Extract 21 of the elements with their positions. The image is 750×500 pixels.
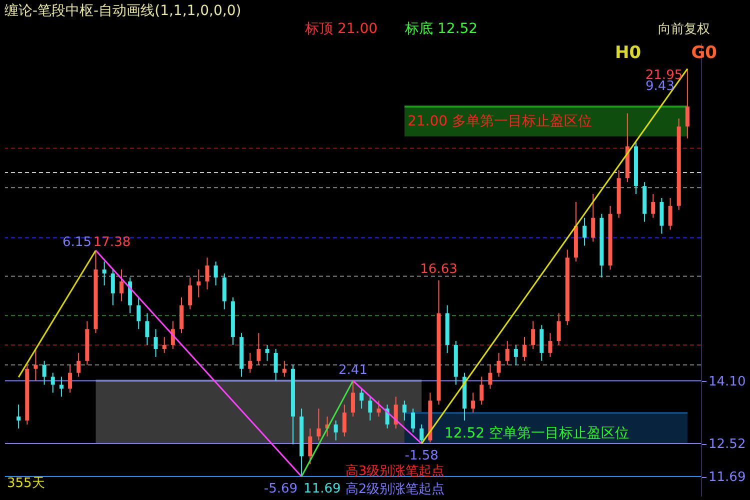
annotation: -1.58 <box>404 448 438 464</box>
annotation: 2.41 <box>338 362 368 378</box>
text: 向前复权 <box>658 22 710 37</box>
text: 标底 12.52 <box>404 21 478 37</box>
annotation: H0 <box>615 43 642 63</box>
annotation: 11.69 <box>304 482 341 497</box>
annotation: -5.69 <box>264 482 298 497</box>
text: 标顶 21.00 <box>304 21 378 37</box>
y-tick-label: 14.10 <box>708 374 746 390</box>
annotation: 16.63 <box>420 262 458 278</box>
annotation: G0 <box>691 43 718 63</box>
annotation: 355天 <box>7 476 45 491</box>
annotation: 高2级别涨笔起点 <box>345 481 445 497</box>
annotation: 17.38 <box>93 235 131 250</box>
annotation: 6.15 <box>62 235 92 250</box>
y-tick-label: 11.69 <box>708 470 746 486</box>
annotation: 高3级别涨笔起点 <box>345 463 445 479</box>
chart-title: 缠论-笔段中枢-自动画线(1,1,1,0,0,0) <box>4 3 242 19</box>
annotation: 12.52 空单第一目标止盈区位 <box>444 426 629 442</box>
annotation: 21.00 多单第一目标止盈区位 <box>407 114 592 130</box>
y-tick-label: 12.52 <box>708 437 746 452</box>
